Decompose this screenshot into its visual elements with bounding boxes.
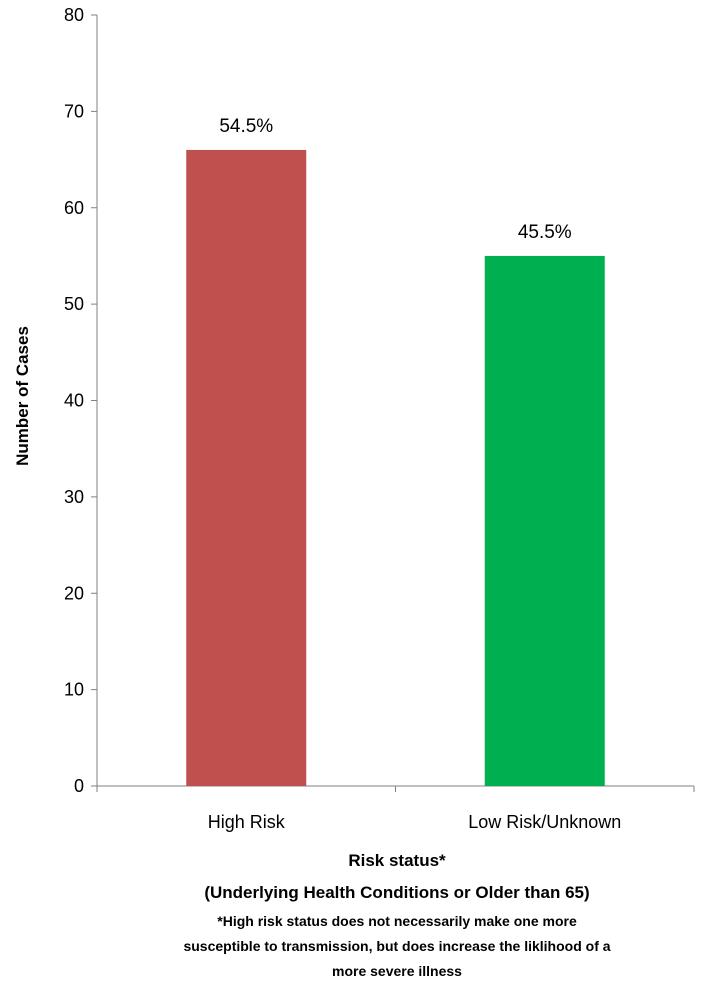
y-tick-label: 10 xyxy=(64,680,84,700)
x-axis: High Risk Low Risk/Unknown xyxy=(96,785,695,832)
bar xyxy=(484,255,605,786)
y-axis: 0 10 20 30 40 50 60 70 80 xyxy=(64,5,98,796)
data-labels: 54.5% 45.5% xyxy=(219,116,571,243)
x-axis-title: Risk status* xyxy=(348,851,446,870)
bar-data-label: 45.5% xyxy=(518,222,572,243)
footnote-line-2: susceptible to transmission, but does in… xyxy=(183,938,610,954)
x-axis-subtitle: (Underlying Health Conditions or Older t… xyxy=(204,883,589,902)
x-tick-label: High Risk xyxy=(208,812,286,832)
y-tick-label: 70 xyxy=(64,101,84,121)
y-tick-label: 60 xyxy=(64,198,84,218)
y-tick-label: 80 xyxy=(64,5,84,25)
y-tick-label: 20 xyxy=(64,583,84,603)
y-tick-label: 40 xyxy=(64,391,84,411)
y-axis-title: Number of Cases xyxy=(13,326,32,466)
footnote-line-3: more severe illness xyxy=(332,963,462,979)
y-tick-label: 30 xyxy=(64,487,84,507)
y-tick-label: 50 xyxy=(64,294,84,314)
y-tick-label: 0 xyxy=(74,776,84,796)
footnote-line-1: *High risk status does not necessarily m… xyxy=(217,913,577,929)
bar xyxy=(186,149,307,787)
bar-data-label: 54.5% xyxy=(219,116,273,137)
x-tick-label: Low Risk/Unknown xyxy=(468,812,621,832)
bars xyxy=(186,149,605,787)
